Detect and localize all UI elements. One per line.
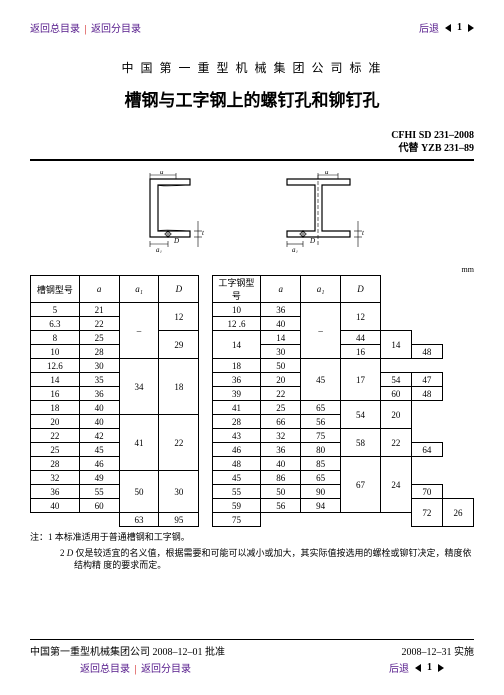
nav-sub-toc-bot[interactable]: 返回分目录 <box>141 664 191 675</box>
col-channel-model: 槽钢型号 <box>31 276 80 303</box>
nav-sub-toc[interactable]: 返回分目录 <box>91 24 141 35</box>
table-row: 521–121036–12 <box>31 303 474 317</box>
data-table: 槽钢型号 a a₁ D 工字钢型号 a a₁ D 521–121036–126.… <box>30 275 474 527</box>
svg-text:D: D <box>173 237 179 245</box>
table-row: 12.630341818504517 <box>31 359 474 373</box>
svg-text:D: D <box>309 237 315 245</box>
diagrams: a a₁ D t a a₁ D t <box>30 171 474 253</box>
standard-org: 中 国 第 一 重 型 机 械 集 团 公 司 标 准 <box>30 59 474 76</box>
table-row: 6.32212 .640 <box>31 317 474 331</box>
page-number: 1 <box>457 22 462 33</box>
nav-back[interactable]: 后退 <box>419 20 439 35</box>
table-row: 28464840856724 <box>31 457 474 471</box>
svg-text:a₁: a₁ <box>156 246 162 253</box>
standard-code: CFHI SD 231–2008 代替 YZB 231–89 <box>30 129 474 155</box>
table-row: 22424332755822 <box>31 429 474 443</box>
nav-main-toc-bot[interactable]: 返回总目录 <box>80 664 130 675</box>
svg-text:a: a <box>160 171 164 176</box>
col-ibeam-model: 工字钢型号 <box>212 276 261 303</box>
table-row: 8252914144414 <box>31 331 474 345</box>
channel-diagram: a a₁ D t <box>132 171 222 253</box>
nav-main-toc[interactable]: 返回总目录 <box>30 24 80 35</box>
svg-text:a₁: a₁ <box>292 246 298 253</box>
approval-date: 中国第一重型机械集团公司 2008–12–01 批准 <box>30 643 225 658</box>
prev-icon[interactable] <box>445 24 451 32</box>
top-nav-left: 返回总目录 | 返回分目录 <box>30 20 141 35</box>
prev-icon-bot[interactable] <box>415 664 421 672</box>
note-2: 2 D 仅是较适宜的名义值，根据需要和可能可以减小或加大，其实际值按选用的螺栓或… <box>30 547 474 571</box>
ibeam-diagram: a a₁ D t <box>272 171 372 253</box>
next-icon[interactable] <box>468 24 474 32</box>
table-row: 143536205447 <box>31 373 474 387</box>
doc-title: 槽钢与工字钢上的螺钉孔和铆钉孔 <box>30 86 474 111</box>
effective-date: 2008–12–31 实施 <box>402 643 475 658</box>
unit-label: mm <box>30 265 474 274</box>
table-row: 163639226048 <box>31 387 474 401</box>
svg-text:t: t <box>202 229 205 237</box>
nav-back-bot[interactable]: 后退 <box>389 660 409 675</box>
svg-text:t: t <box>362 229 365 237</box>
svg-text:a: a <box>325 171 329 176</box>
note-1: 注：1 本标准适用于普通槽钢和工字钢。 <box>30 531 474 543</box>
table-row: 18404125655420 <box>31 401 474 415</box>
table-row: 639575 <box>31 513 474 527</box>
next-icon-bot[interactable] <box>438 664 444 672</box>
